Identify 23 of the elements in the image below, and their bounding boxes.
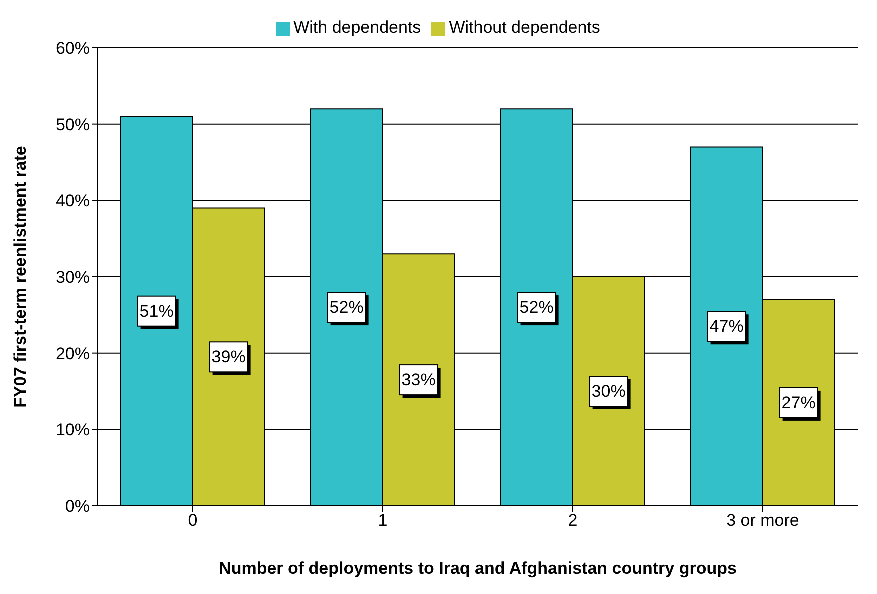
data-label: 27% [782, 393, 816, 412]
x-tick-label: 2 [568, 511, 578, 530]
data-label: 51% [140, 302, 174, 321]
x-tick-label: 0 [188, 511, 198, 530]
y-tick-label: 40% [56, 192, 90, 211]
y-tick-label: 10% [56, 420, 90, 440]
data-label: 52% [330, 298, 364, 318]
legend-label: With dependents [294, 18, 422, 37]
data-label: 47% [710, 317, 744, 336]
data-label: 39% [212, 348, 246, 367]
y-tick-label: 0% [65, 497, 90, 516]
data-label: 52% [520, 298, 554, 318]
x-axis-title: Number of deployments to Iraq and Afghanistan country groups [219, 559, 737, 578]
legend-label: Without dependents [449, 18, 600, 37]
x-tick-label: 1 [378, 511, 388, 530]
y-tick-label: 20% [56, 344, 90, 364]
data-label: 33% [402, 370, 436, 390]
y-tick-label: 30% [56, 268, 90, 288]
y-axis-title: FY07 first-term reenlistment rate [11, 146, 30, 408]
x-tick-label: 3 or more [726, 511, 800, 530]
y-tick-label: 60% [56, 39, 90, 58]
y-tick-label: 50% [56, 115, 90, 134]
data-label: 30% [592, 382, 626, 401]
